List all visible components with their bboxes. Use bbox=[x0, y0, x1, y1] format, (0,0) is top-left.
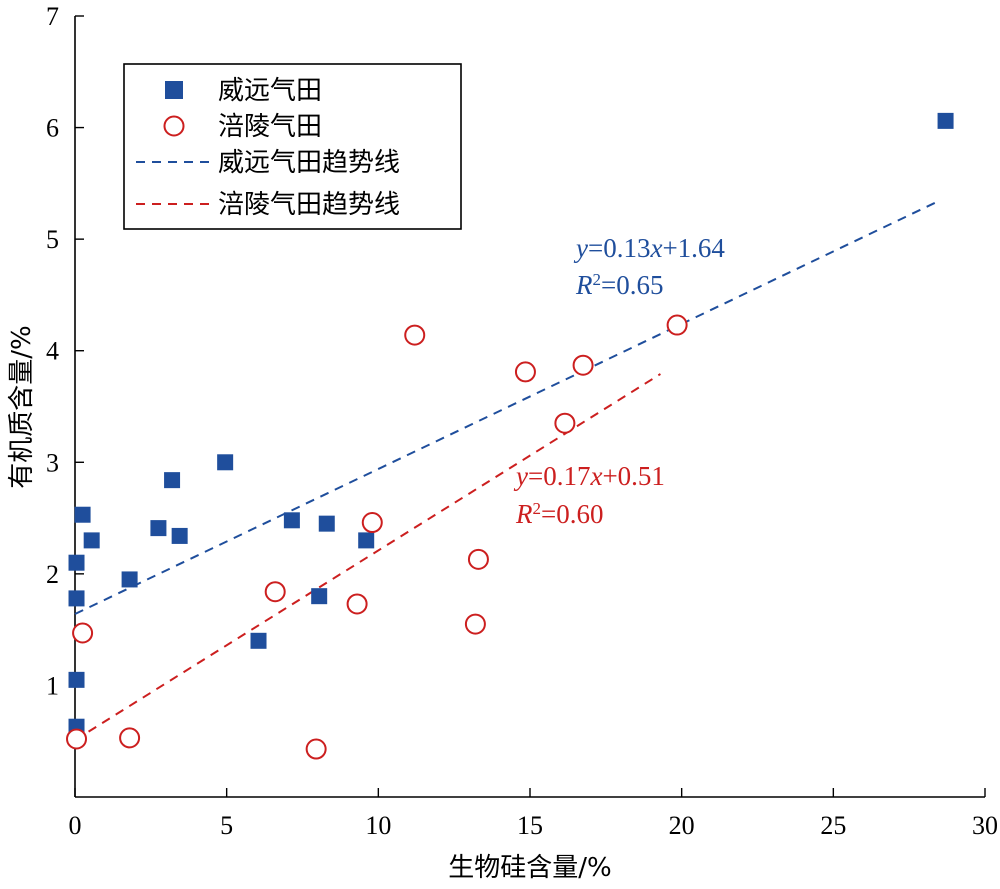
point-fuling bbox=[464, 613, 486, 635]
r2-fuling: R2=0.60 bbox=[515, 499, 603, 529]
legend: 威远气田 涪陵气田 威远气田趋势线 涪陵气田趋势线 bbox=[123, 63, 462, 230]
legend-label-weiyuan: 威远气田 bbox=[218, 76, 322, 106]
point-weiyuan bbox=[318, 515, 335, 532]
x-axis-title: 生物硅含量/% bbox=[448, 853, 611, 883]
point-weiyuan bbox=[68, 590, 85, 607]
legend-marker-weiyuan bbox=[165, 81, 183, 99]
x-tick-label: 0 bbox=[69, 811, 82, 840]
point-weiyuan bbox=[83, 532, 100, 549]
point-fuling bbox=[346, 593, 368, 615]
trendline-fuling bbox=[74, 373, 661, 741]
y-tick-label: 1 bbox=[46, 671, 59, 700]
point-weiyuan bbox=[164, 472, 181, 489]
point-fuling bbox=[66, 728, 88, 750]
point-fuling bbox=[404, 324, 426, 346]
trendline-weiyuan bbox=[74, 199, 940, 615]
point-fuling bbox=[467, 548, 489, 570]
point-weiyuan bbox=[68, 671, 85, 688]
ticks: 0 5 10 15 20 25 30 1 2 3 4 5 6 7 bbox=[46, 2, 998, 840]
y-tick-label: 2 bbox=[46, 560, 59, 589]
point-weiyuan bbox=[311, 588, 328, 605]
point-fuling bbox=[305, 738, 327, 760]
legend-label-fuling: 涪陵气田 bbox=[218, 112, 322, 142]
point-fuling bbox=[572, 354, 594, 376]
point-weiyuan bbox=[937, 112, 954, 129]
point-fuling bbox=[554, 412, 576, 434]
x-tick-label: 20 bbox=[669, 811, 695, 840]
y-tick-label: 3 bbox=[46, 448, 59, 477]
equations: y=0.13x+1.64 R2=0.65 y=0.17x+0.51 R2=0.6… bbox=[513, 233, 725, 529]
y-tick-label: 7 bbox=[46, 2, 59, 31]
point-fuling bbox=[666, 314, 688, 336]
x-tick-label: 10 bbox=[365, 811, 391, 840]
legend-label-fuling-trend: 涪陵气田趋势线 bbox=[218, 190, 400, 220]
legend-label-weiyuan-trend: 威远气田趋势线 bbox=[218, 148, 400, 178]
legend-marker-fuling bbox=[163, 115, 185, 137]
x-tick-label: 25 bbox=[820, 811, 846, 840]
point-weiyuan bbox=[171, 527, 188, 544]
point-fuling bbox=[361, 512, 383, 534]
point-weiyuan bbox=[250, 632, 267, 649]
point-weiyuan bbox=[74, 506, 91, 523]
equation-weiyuan: y=0.13x+1.64 bbox=[573, 233, 725, 263]
point-weiyuan bbox=[150, 520, 167, 537]
equation-fuling: y=0.17x+0.51 bbox=[513, 461, 665, 491]
point-weiyuan bbox=[121, 571, 138, 588]
r2-weiyuan: R2=0.65 bbox=[575, 270, 663, 300]
point-weiyuan bbox=[217, 454, 234, 471]
point-fuling bbox=[264, 581, 286, 603]
point-fuling bbox=[514, 361, 536, 383]
y-tick-label: 5 bbox=[46, 225, 59, 254]
x-tick-label: 30 bbox=[972, 811, 998, 840]
point-weiyuan bbox=[283, 512, 300, 529]
x-tick-label: 5 bbox=[220, 811, 233, 840]
y-tick-label: 6 bbox=[46, 114, 59, 143]
y-tick-label: 4 bbox=[46, 337, 59, 366]
trendlines bbox=[74, 199, 940, 741]
y-axis-title: 有机质含量/% bbox=[7, 325, 37, 488]
point-fuling bbox=[72, 622, 94, 644]
data-points bbox=[66, 112, 954, 760]
point-weiyuan bbox=[358, 532, 375, 549]
x-tick-label: 15 bbox=[517, 811, 543, 840]
point-fuling bbox=[119, 727, 141, 749]
point-weiyuan bbox=[68, 554, 85, 571]
